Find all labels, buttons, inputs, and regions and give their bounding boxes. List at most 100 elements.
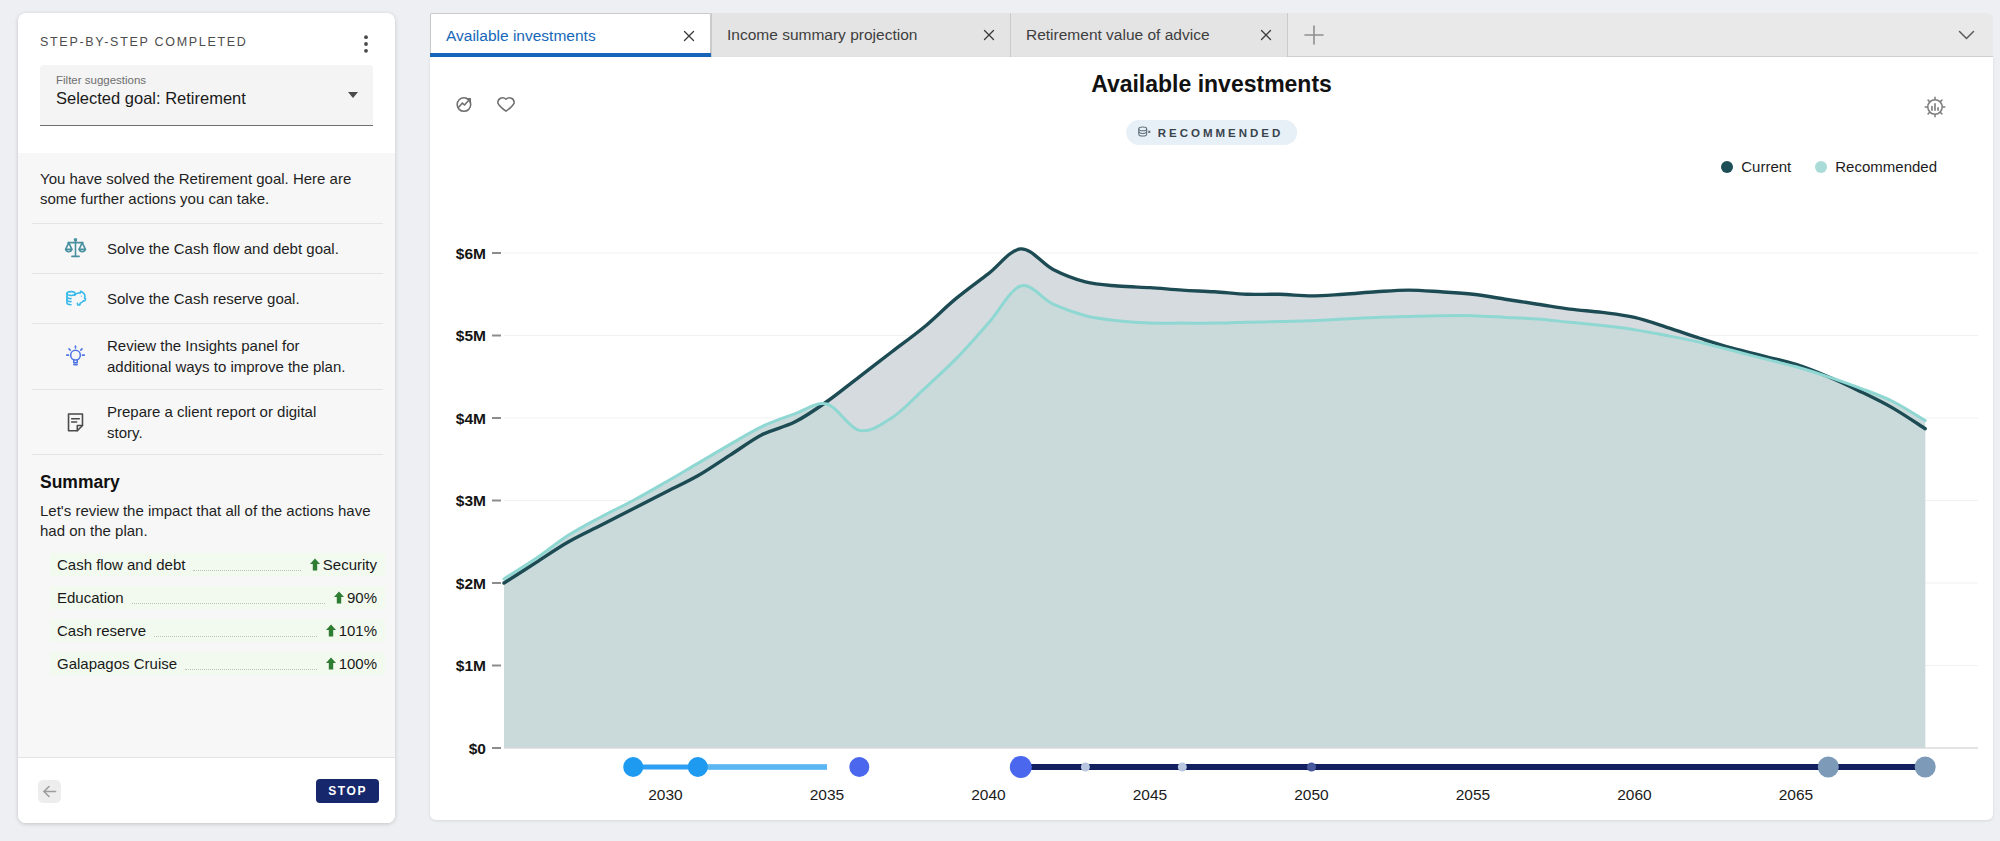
dotted-leader: [185, 669, 317, 670]
legend-dot: [1815, 161, 1827, 173]
summary-intro-text: Let's review the impact that all of the …: [40, 501, 385, 541]
summary-row: Cash flow and debt Security: [50, 553, 385, 576]
tab-income-summary-projection[interactable]: Income summary projection: [711, 13, 1011, 57]
suggestion-item[interactable]: Review the Insights panel for additional…: [32, 323, 383, 389]
up-arrow-icon: [325, 624, 337, 637]
recommended-badge-label: RECOMMENDED: [1158, 127, 1284, 139]
legend-dot: [1721, 161, 1733, 173]
x-axis-label: 2065: [1779, 786, 1813, 803]
kebab-menu-icon[interactable]: [355, 33, 377, 55]
dotted-leader: [154, 636, 316, 637]
tab-label: Retirement value of advice: [1026, 26, 1210, 44]
x-axis-label: 2060: [1617, 786, 1652, 803]
timeline-handle-2031[interactable]: [688, 757, 708, 777]
summary-row-label: Education: [57, 589, 124, 606]
assistant-footer: STOP: [18, 757, 395, 823]
up-arrow-icon: [325, 657, 337, 670]
close-icon[interactable]: [957, 29, 995, 41]
report-icon: [62, 409, 89, 436]
tab-retirement-value-of-advice[interactable]: Retirement value of advice: [1011, 13, 1288, 57]
assistant-panel: STEP-BY-STEP COMPLETED Filter suggestion…: [18, 13, 395, 823]
scales-icon: [62, 235, 89, 262]
suggestion-text: Review the Insights panel for additional…: [107, 335, 355, 378]
filter-select-label: Filter suggestions: [56, 74, 357, 86]
suggestion-item[interactable]: Prepare a client report or digital story…: [32, 389, 383, 456]
chart-title: Available investments: [430, 71, 1993, 98]
y-axis-label: $6M: [456, 245, 486, 262]
coins-icon: [1136, 125, 1151, 140]
y-axis-label: $0: [469, 740, 486, 757]
timeline-handle-2029[interactable]: [623, 757, 643, 777]
suggestion-item[interactable]: Solve the Cash flow and debt goal.: [32, 223, 383, 273]
timeline-handle-2041[interactable]: [1010, 756, 1032, 778]
piggy-bank-icon: [62, 285, 89, 312]
lightbulb-icon: [62, 343, 89, 370]
suggestion-text: Prepare a client report or digital story…: [107, 401, 355, 444]
chart-legend: Current Recommended: [1721, 158, 1937, 175]
back-arrow-icon: [42, 785, 57, 798]
dotted-leader: [193, 570, 300, 571]
timeline-tick-2050: [1307, 763, 1316, 772]
filter-select-value: Selected goal: Retirement: [56, 89, 357, 108]
legend-label: Current: [1741, 158, 1791, 175]
timeline-handle-2036[interactable]: [849, 757, 869, 777]
suggestion-text: Solve the Cash flow and debt goal.: [107, 238, 355, 259]
y-axis-label: $5M: [456, 327, 486, 344]
tab-available-investments[interactable]: Available investments: [430, 13, 711, 57]
timeline-tick-2043: [1081, 763, 1090, 772]
legend-item-recommended[interactable]: Recommended: [1815, 158, 1937, 175]
summary-row-label: Galapagos Cruise: [57, 655, 177, 672]
tab-overflow-chevron-down-icon[interactable]: [1958, 30, 1975, 40]
summary-row-value: 90%: [333, 589, 377, 606]
up-arrow-icon: [333, 591, 345, 604]
summary-row-value: 101%: [325, 622, 377, 639]
suggestion-text: Solve the Cash reserve goal.: [107, 288, 355, 309]
stop-button[interactable]: STOP: [316, 779, 379, 803]
assistant-body: You have solved the Retirement goal. Her…: [18, 153, 395, 757]
summary-row: Galapagos Cruise 100%: [50, 652, 385, 675]
suggestion-item[interactable]: Solve the Cash reserve goal.: [32, 273, 383, 323]
up-arrow-icon: [309, 558, 321, 571]
assistant-intro-text: You have solved the Retirement goal. Her…: [18, 165, 393, 223]
chart-settings-gear-icon[interactable]: [1921, 93, 1949, 121]
y-axis-label: $2M: [456, 575, 486, 592]
suggestion-list: Solve the Cash flow and debt goal. Solve …: [18, 223, 395, 455]
x-axis-label: 2050: [1294, 786, 1329, 803]
summary-heading: Summary: [40, 472, 373, 493]
summary-row-value: Security: [309, 556, 377, 573]
available-investments-chart: $0 $1M $2M $3M $4M $5M $6M 2030 2035 2040 2045 2050…: [430, 180, 1993, 820]
add-tab-button[interactable]: [1288, 13, 1340, 57]
tab-label: Available investments: [446, 27, 596, 45]
x-axis-label: 2040: [971, 786, 1006, 803]
summary-row-label: Cash flow and debt: [57, 556, 185, 573]
y-axis-label: $4M: [456, 410, 486, 427]
timeline-handle-2066[interactable]: [1818, 757, 1839, 778]
close-icon[interactable]: [657, 30, 695, 42]
tab-label: Income summary projection: [727, 26, 917, 44]
chevron-down-icon: [348, 92, 358, 98]
back-button[interactable]: [38, 780, 61, 803]
assistant-title: STEP-BY-STEP COMPLETED: [40, 35, 373, 49]
summary-row-label: Cash reserve: [57, 622, 146, 639]
chart-panel: Available investments RECOMMENDED Curren…: [430, 57, 1993, 820]
summary-row: Cash reserve 101%: [50, 619, 385, 642]
legend-label: Recommended: [1835, 158, 1937, 175]
x-axis-label: 2045: [1133, 786, 1167, 803]
x-axis-label: 2035: [810, 786, 844, 803]
tab-bar: Available investments Income summary proj…: [430, 13, 1993, 57]
timeline-handle-2069[interactable]: [1915, 757, 1936, 778]
x-axis-label: 2055: [1456, 786, 1490, 803]
summary-row: Education 90%: [50, 586, 385, 609]
close-icon[interactable]: [1234, 29, 1272, 41]
dotted-leader: [132, 603, 325, 604]
legend-item-current[interactable]: Current: [1721, 158, 1791, 175]
recommended-badge: RECOMMENDED: [1126, 120, 1298, 145]
summary-row-value: 100%: [325, 655, 377, 672]
assistant-header: STEP-BY-STEP COMPLETED Filter suggestion…: [18, 13, 395, 126]
filter-suggestions-select[interactable]: Filter suggestions Selected goal: Retire…: [40, 65, 373, 126]
y-axis-label: $3M: [456, 492, 486, 509]
recommended-area: [504, 286, 1925, 748]
summary-rows: Cash flow and debt Security Education 90% Ca…: [18, 553, 395, 675]
x-axis-label: 2030: [648, 786, 683, 803]
y-axis-label: $1M: [456, 657, 486, 674]
